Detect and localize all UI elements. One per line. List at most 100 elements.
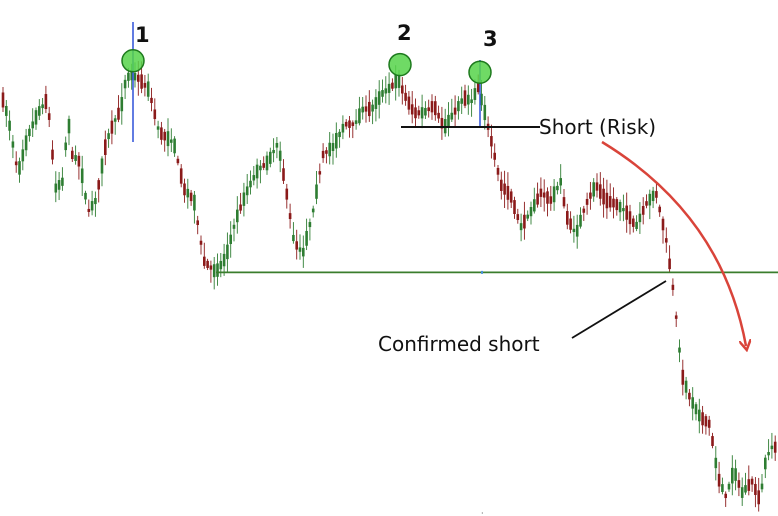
candle-body-48 — [160, 127, 163, 140]
candle-body-185 — [612, 198, 615, 208]
candle-body-63 — [209, 265, 213, 270]
candle-body-70 — [232, 224, 236, 229]
candle-body-32 — [107, 133, 110, 140]
candle-body-214 — [707, 419, 711, 428]
candle-body-190 — [628, 211, 632, 225]
candle-body-197 — [651, 190, 655, 202]
candle-body-212 — [701, 412, 704, 426]
candle-body-96 — [318, 171, 322, 175]
candle-body-54 — [179, 168, 183, 184]
confirmed-short-pointer — [571, 280, 667, 339]
candle-body-78 — [259, 165, 262, 171]
candle-body-0 — [1, 92, 5, 108]
candle-body-227 — [750, 478, 754, 485]
candle-body-195 — [645, 201, 648, 206]
candle-body-215 — [711, 436, 714, 446]
candle-body-125 — [414, 107, 417, 119]
candle-body-27 — [90, 201, 94, 211]
candle-body-213 — [704, 416, 708, 427]
candle-body-15 — [51, 149, 54, 160]
candle-body-142 — [470, 99, 473, 104]
candle-body-6 — [21, 149, 25, 162]
candle-body-200 — [661, 218, 665, 231]
candle-body-84 — [278, 150, 282, 161]
candle-body-154 — [509, 191, 513, 203]
candle-body-29 — [97, 180, 100, 190]
candle-body-169 — [559, 178, 562, 186]
candle-body-138 — [457, 101, 460, 112]
candle-body-58 — [193, 194, 196, 211]
candle-body-109 — [361, 106, 364, 113]
candle-body-2 — [8, 120, 11, 131]
candle-body-209 — [691, 397, 694, 409]
candle-body-31 — [104, 139, 107, 155]
candle-body-205 — [678, 347, 681, 353]
candle-body-199 — [658, 206, 661, 213]
candle-body-117 — [387, 83, 391, 93]
candle-body-202 — [668, 258, 671, 270]
candle-body-192 — [635, 221, 638, 229]
candle-body-92 — [305, 230, 308, 246]
candle-body-120 — [397, 74, 401, 88]
candle-body-66 — [219, 260, 223, 270]
candle-body-52 — [173, 138, 176, 154]
candle-body-228 — [754, 483, 757, 495]
candle-body-220 — [727, 483, 731, 490]
candle-body-206 — [681, 369, 685, 385]
candle-body-152 — [503, 183, 506, 195]
candle-body-97 — [321, 150, 325, 159]
candle-body-194 — [641, 206, 645, 215]
candle-body-44 — [146, 81, 150, 97]
candle-body-36 — [120, 97, 124, 112]
candle-body-231 — [764, 457, 767, 470]
candle-body-98 — [325, 150, 328, 154]
candle-body-135 — [447, 114, 450, 128]
candle-body-230 — [760, 483, 764, 490]
candle-body-57 — [189, 192, 193, 202]
candle-body-159 — [526, 214, 529, 219]
candle-body-45 — [150, 97, 153, 104]
candle-body-65 — [216, 263, 219, 277]
candle-body-233 — [770, 445, 774, 450]
candle-body-177 — [585, 198, 589, 205]
candle-body-60 — [199, 240, 203, 245]
candle-body-76 — [252, 175, 256, 181]
candle-body-59 — [196, 220, 199, 225]
candle-body-160 — [529, 207, 533, 217]
candle-body-55 — [183, 183, 186, 196]
candle-body-42 — [140, 74, 143, 89]
peak-1-marker — [121, 49, 145, 73]
candle-body-20 — [67, 118, 71, 134]
candle-body-33 — [110, 120, 114, 134]
candle-body-180 — [595, 182, 599, 191]
candle-body-102 — [338, 131, 341, 138]
candle-body-226 — [747, 479, 751, 491]
candle-body-7 — [24, 135, 28, 151]
candle-body-204 — [674, 315, 678, 319]
candle-body-165 — [546, 191, 549, 204]
candle-body-115 — [381, 90, 384, 97]
candlestick-series — [1, 60, 777, 512]
candle-body-127 — [420, 107, 424, 119]
candle-body-94 — [311, 208, 315, 213]
candle-body-172 — [569, 218, 572, 230]
candle-body-141 — [467, 94, 470, 105]
candle-body-93 — [308, 222, 312, 228]
downtrend-arrow — [601, 140, 746, 346]
candle-body-43 — [143, 82, 147, 88]
candle-body-189 — [625, 205, 628, 220]
candle-body-64 — [212, 264, 216, 278]
candle-body-4 — [14, 161, 18, 166]
candle-body-183 — [605, 192, 609, 209]
candle-body-16 — [54, 183, 58, 193]
candle-body-224 — [740, 487, 744, 498]
candle-body-187 — [618, 201, 622, 213]
candle-body-140 — [463, 90, 467, 106]
candle-body-156 — [516, 214, 520, 221]
candle-body-168 — [556, 185, 559, 191]
candle-body-232 — [767, 452, 770, 456]
candle-body-225 — [744, 485, 747, 493]
candle-body-37 — [123, 79, 127, 89]
